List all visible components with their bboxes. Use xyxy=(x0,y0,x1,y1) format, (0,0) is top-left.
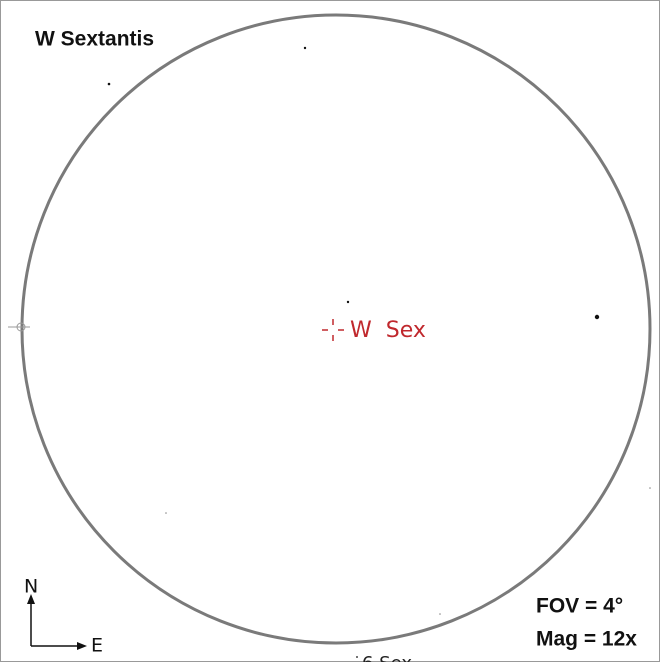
stars xyxy=(107,46,651,658)
target-crosshair xyxy=(322,319,344,341)
edge-marker xyxy=(8,322,30,332)
chart-title: W Sextantis xyxy=(35,28,154,51)
north-label: N xyxy=(24,576,38,598)
fov-label: FOV = 4° xyxy=(536,595,623,618)
compass xyxy=(27,594,87,650)
east-label: E xyxy=(91,635,103,657)
neighbor-label: 6 Sex xyxy=(362,653,412,662)
field-circle xyxy=(20,13,652,645)
mag-label: Mag = 12x xyxy=(536,628,637,651)
target-label: W Sex xyxy=(350,318,426,343)
